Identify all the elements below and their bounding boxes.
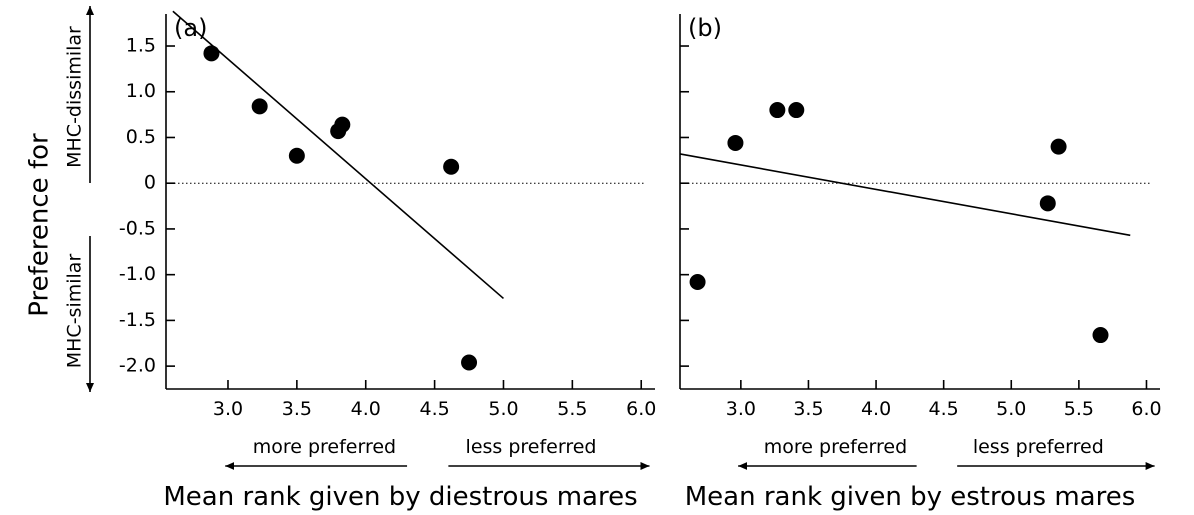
- data-point: [1092, 327, 1109, 344]
- x-tick-label: 3.5: [793, 398, 823, 420]
- x-tick-label: 6.0: [1131, 398, 1161, 420]
- less-preferred-label: less preferred: [466, 436, 597, 458]
- x-axis-title: Mean rank given by estrous mares: [685, 482, 1136, 512]
- y-tick-label: 1.0: [126, 80, 156, 102]
- data-point: [788, 102, 805, 119]
- data-point: [727, 134, 744, 151]
- panel-label: (b): [688, 14, 722, 42]
- data-point: [1039, 195, 1056, 212]
- y-tick-label: -0.5: [119, 217, 156, 239]
- mhc-dissimilar-label: MHC-dissimilar: [64, 26, 86, 168]
- x-tick-label: 4.0: [351, 398, 381, 420]
- x-tick-label: 4.5: [929, 398, 959, 420]
- data-point: [1050, 138, 1067, 155]
- trend-line: [679, 153, 1131, 237]
- x-tick-label: 4.5: [419, 398, 449, 420]
- y-axis-title: Preference for: [25, 133, 55, 317]
- data-point: [288, 147, 305, 164]
- x-tick-label: 4.0: [861, 398, 891, 420]
- data-point: [334, 116, 351, 133]
- data-point: [689, 273, 706, 290]
- panel-label: (a): [174, 14, 207, 42]
- x-tick-label: 5.0: [488, 398, 518, 420]
- data-point: [443, 158, 460, 175]
- x-tick-label: 6.0: [626, 398, 656, 420]
- panel-b: 3.0 3.5 4.0 4.5 5.0 5.5 6.0 (b) more preferred le…: [679, 14, 1162, 512]
- x-tick-label: 5.0: [996, 398, 1026, 420]
- y-tick-label: 0.5: [126, 126, 156, 148]
- x-axis-title: Mean rank given by diestrous mares: [163, 482, 637, 512]
- x-tick-label: 3.5: [282, 398, 312, 420]
- more-preferred-label: more preferred: [764, 436, 907, 458]
- y-tick-label: -2.0: [119, 355, 156, 377]
- y-tick-label: -1.0: [119, 263, 156, 285]
- panel-a: 1.5 1.0 0.5 0 -0.5 -1.0 -1.5 -2.0 3.0 3.5 4.0 4.5 5.…: [119, 10, 656, 512]
- y-tick-label: 0: [144, 172, 156, 194]
- less-preferred-label: less preferred: [973, 436, 1104, 458]
- data-point: [769, 102, 786, 119]
- x-tick-label: 5.5: [557, 398, 587, 420]
- data-point: [251, 98, 268, 115]
- x-tick-label: 5.5: [1064, 398, 1094, 420]
- mhc-similar-label: MHC-similar: [64, 254, 86, 369]
- x-tick-label: 3.0: [213, 398, 243, 420]
- y-tick-label: 1.5: [126, 35, 156, 57]
- data-point: [203, 45, 220, 62]
- trend-line: [172, 10, 505, 300]
- data-point: [461, 354, 478, 371]
- x-tick-label: 3.0: [726, 398, 756, 420]
- more-preferred-label: more preferred: [253, 436, 396, 458]
- y-tick-label: -1.5: [119, 309, 156, 331]
